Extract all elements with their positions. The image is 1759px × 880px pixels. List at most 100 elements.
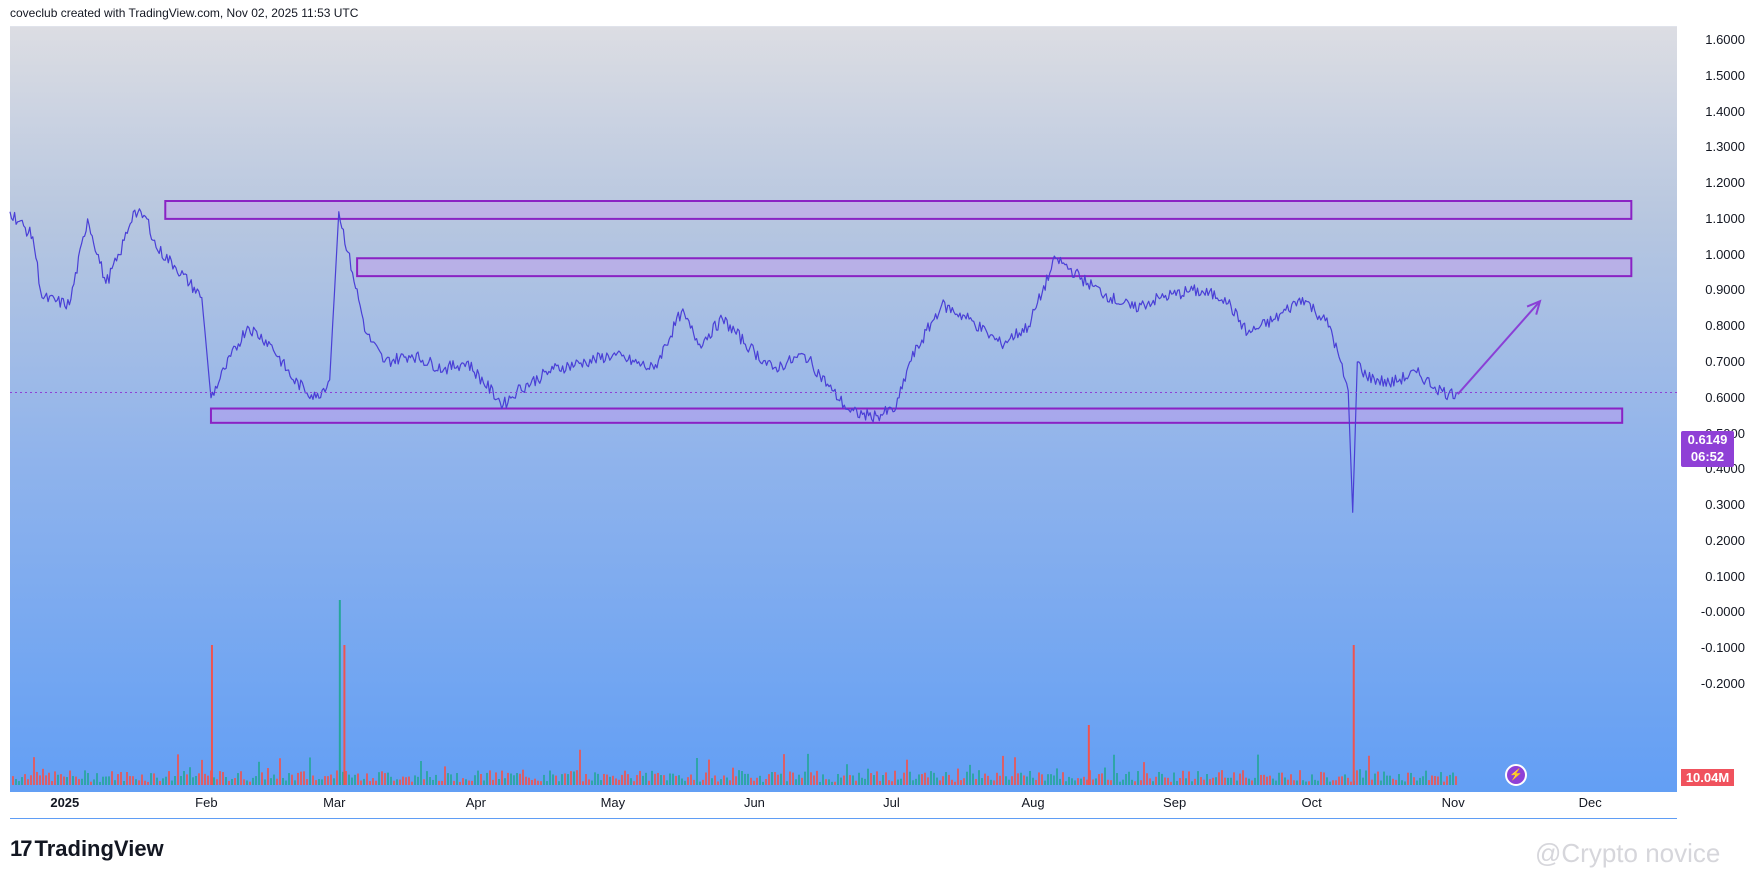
volume-bar [906, 759, 908, 785]
volume-bar [1107, 779, 1109, 785]
volume-bar [312, 775, 314, 785]
volume-bar [690, 774, 692, 785]
volume-bar [669, 773, 671, 785]
volume-bar [156, 777, 158, 785]
volume-bar [1143, 762, 1145, 785]
volume-bar [621, 774, 623, 785]
volume-bar [1008, 779, 1010, 785]
time-tick-label: Sep [1163, 795, 1187, 810]
volume-bar [72, 776, 74, 785]
volume-bar [1170, 781, 1172, 785]
volume-bar [42, 768, 44, 785]
volume-bar [1152, 781, 1154, 785]
volume-bar [231, 778, 233, 785]
volume-bar [162, 778, 164, 785]
volume-bar [513, 775, 515, 785]
volume-bar [1197, 771, 1199, 785]
volume-bar [579, 749, 581, 785]
volume-bar [573, 771, 575, 785]
volume-bar [360, 780, 362, 785]
time-axis[interactable] [10, 792, 1677, 818]
volume-bar [597, 773, 599, 785]
volume-bar [633, 781, 635, 785]
lightning-icon[interactable]: ⚡ [1505, 764, 1527, 786]
volume-bar [1134, 781, 1136, 785]
volume-bar [1146, 773, 1148, 785]
volume-bar [18, 781, 20, 785]
volume-bar [1425, 770, 1427, 785]
volume-bar [1005, 776, 1007, 785]
volume-bar [537, 780, 539, 785]
volume-bar [36, 771, 38, 785]
volume-bar [90, 781, 92, 785]
volume-bar [975, 779, 977, 785]
volume-bar [1023, 775, 1025, 785]
volume-bar [432, 779, 434, 785]
volume-bar [1434, 776, 1436, 785]
volume-bar [957, 768, 959, 785]
volume-bar [1332, 780, 1334, 785]
volume-bar [1305, 781, 1307, 785]
volume-bar [762, 781, 764, 785]
volume-bar [144, 780, 146, 785]
volume-bar [705, 772, 707, 785]
volume-bar [1098, 774, 1100, 785]
volume-bar [498, 779, 500, 785]
volume-bar [582, 781, 584, 785]
volume-bar [1386, 775, 1388, 785]
volume-bar [1245, 777, 1247, 785]
volume-bar [720, 779, 722, 785]
volume-bar [708, 759, 710, 785]
price-tick-label: 0.6000 [1705, 389, 1745, 405]
volume-bar [501, 770, 503, 785]
price-axis[interactable] [1677, 26, 1759, 818]
volume-bar [453, 780, 455, 785]
volume-bar [99, 781, 101, 785]
volume-bar [213, 777, 215, 785]
volume-bar [1179, 778, 1181, 785]
price-series-line [9, 208, 1458, 513]
volume-bar [324, 776, 326, 785]
volume-bar [1047, 774, 1049, 785]
volume-bar [168, 771, 170, 785]
volume-bar [606, 774, 608, 785]
volume-bar [675, 775, 677, 785]
chart-header: coveclub created with TradingView.com, N… [10, 6, 359, 20]
volume-bar [171, 780, 173, 785]
volume-bar [216, 779, 218, 785]
time-tick-label: Nov [1441, 795, 1465, 810]
volume-bar [885, 772, 887, 785]
price-tick-label: 0.1000 [1705, 568, 1745, 584]
volume-bar [159, 781, 161, 785]
volume-bar [12, 776, 14, 785]
volume-bar [93, 779, 95, 785]
volume-bar [1320, 771, 1322, 785]
volume-bar [285, 780, 287, 785]
volume-bar [663, 775, 665, 785]
volume-bar [1149, 778, 1151, 785]
volume-bar [612, 775, 614, 785]
volume-bar [1371, 779, 1373, 785]
volume-bar [495, 772, 497, 785]
volume-bar [816, 770, 818, 785]
volume-bar [1014, 757, 1016, 785]
price-tick-label: 1.4000 [1705, 103, 1745, 119]
volume-bar [1236, 780, 1238, 785]
volume-bar [1176, 780, 1178, 785]
tradingview-logo[interactable]: 17 TradingView [10, 836, 164, 862]
volume-bar [966, 771, 968, 785]
volume-bar [189, 767, 191, 785]
volume-bar [744, 773, 746, 785]
volume-bar [1239, 773, 1241, 785]
volume-bar [756, 777, 758, 785]
volume-spike-bar [338, 600, 341, 785]
volume-bar [1002, 755, 1004, 785]
volume-bar [1368, 755, 1370, 785]
volume-bar [999, 775, 1001, 785]
volume-bar [102, 776, 104, 785]
volume-bar [1137, 771, 1139, 785]
volume-bar [186, 774, 188, 785]
volume-bar [282, 777, 284, 785]
volume-bar [330, 774, 332, 785]
